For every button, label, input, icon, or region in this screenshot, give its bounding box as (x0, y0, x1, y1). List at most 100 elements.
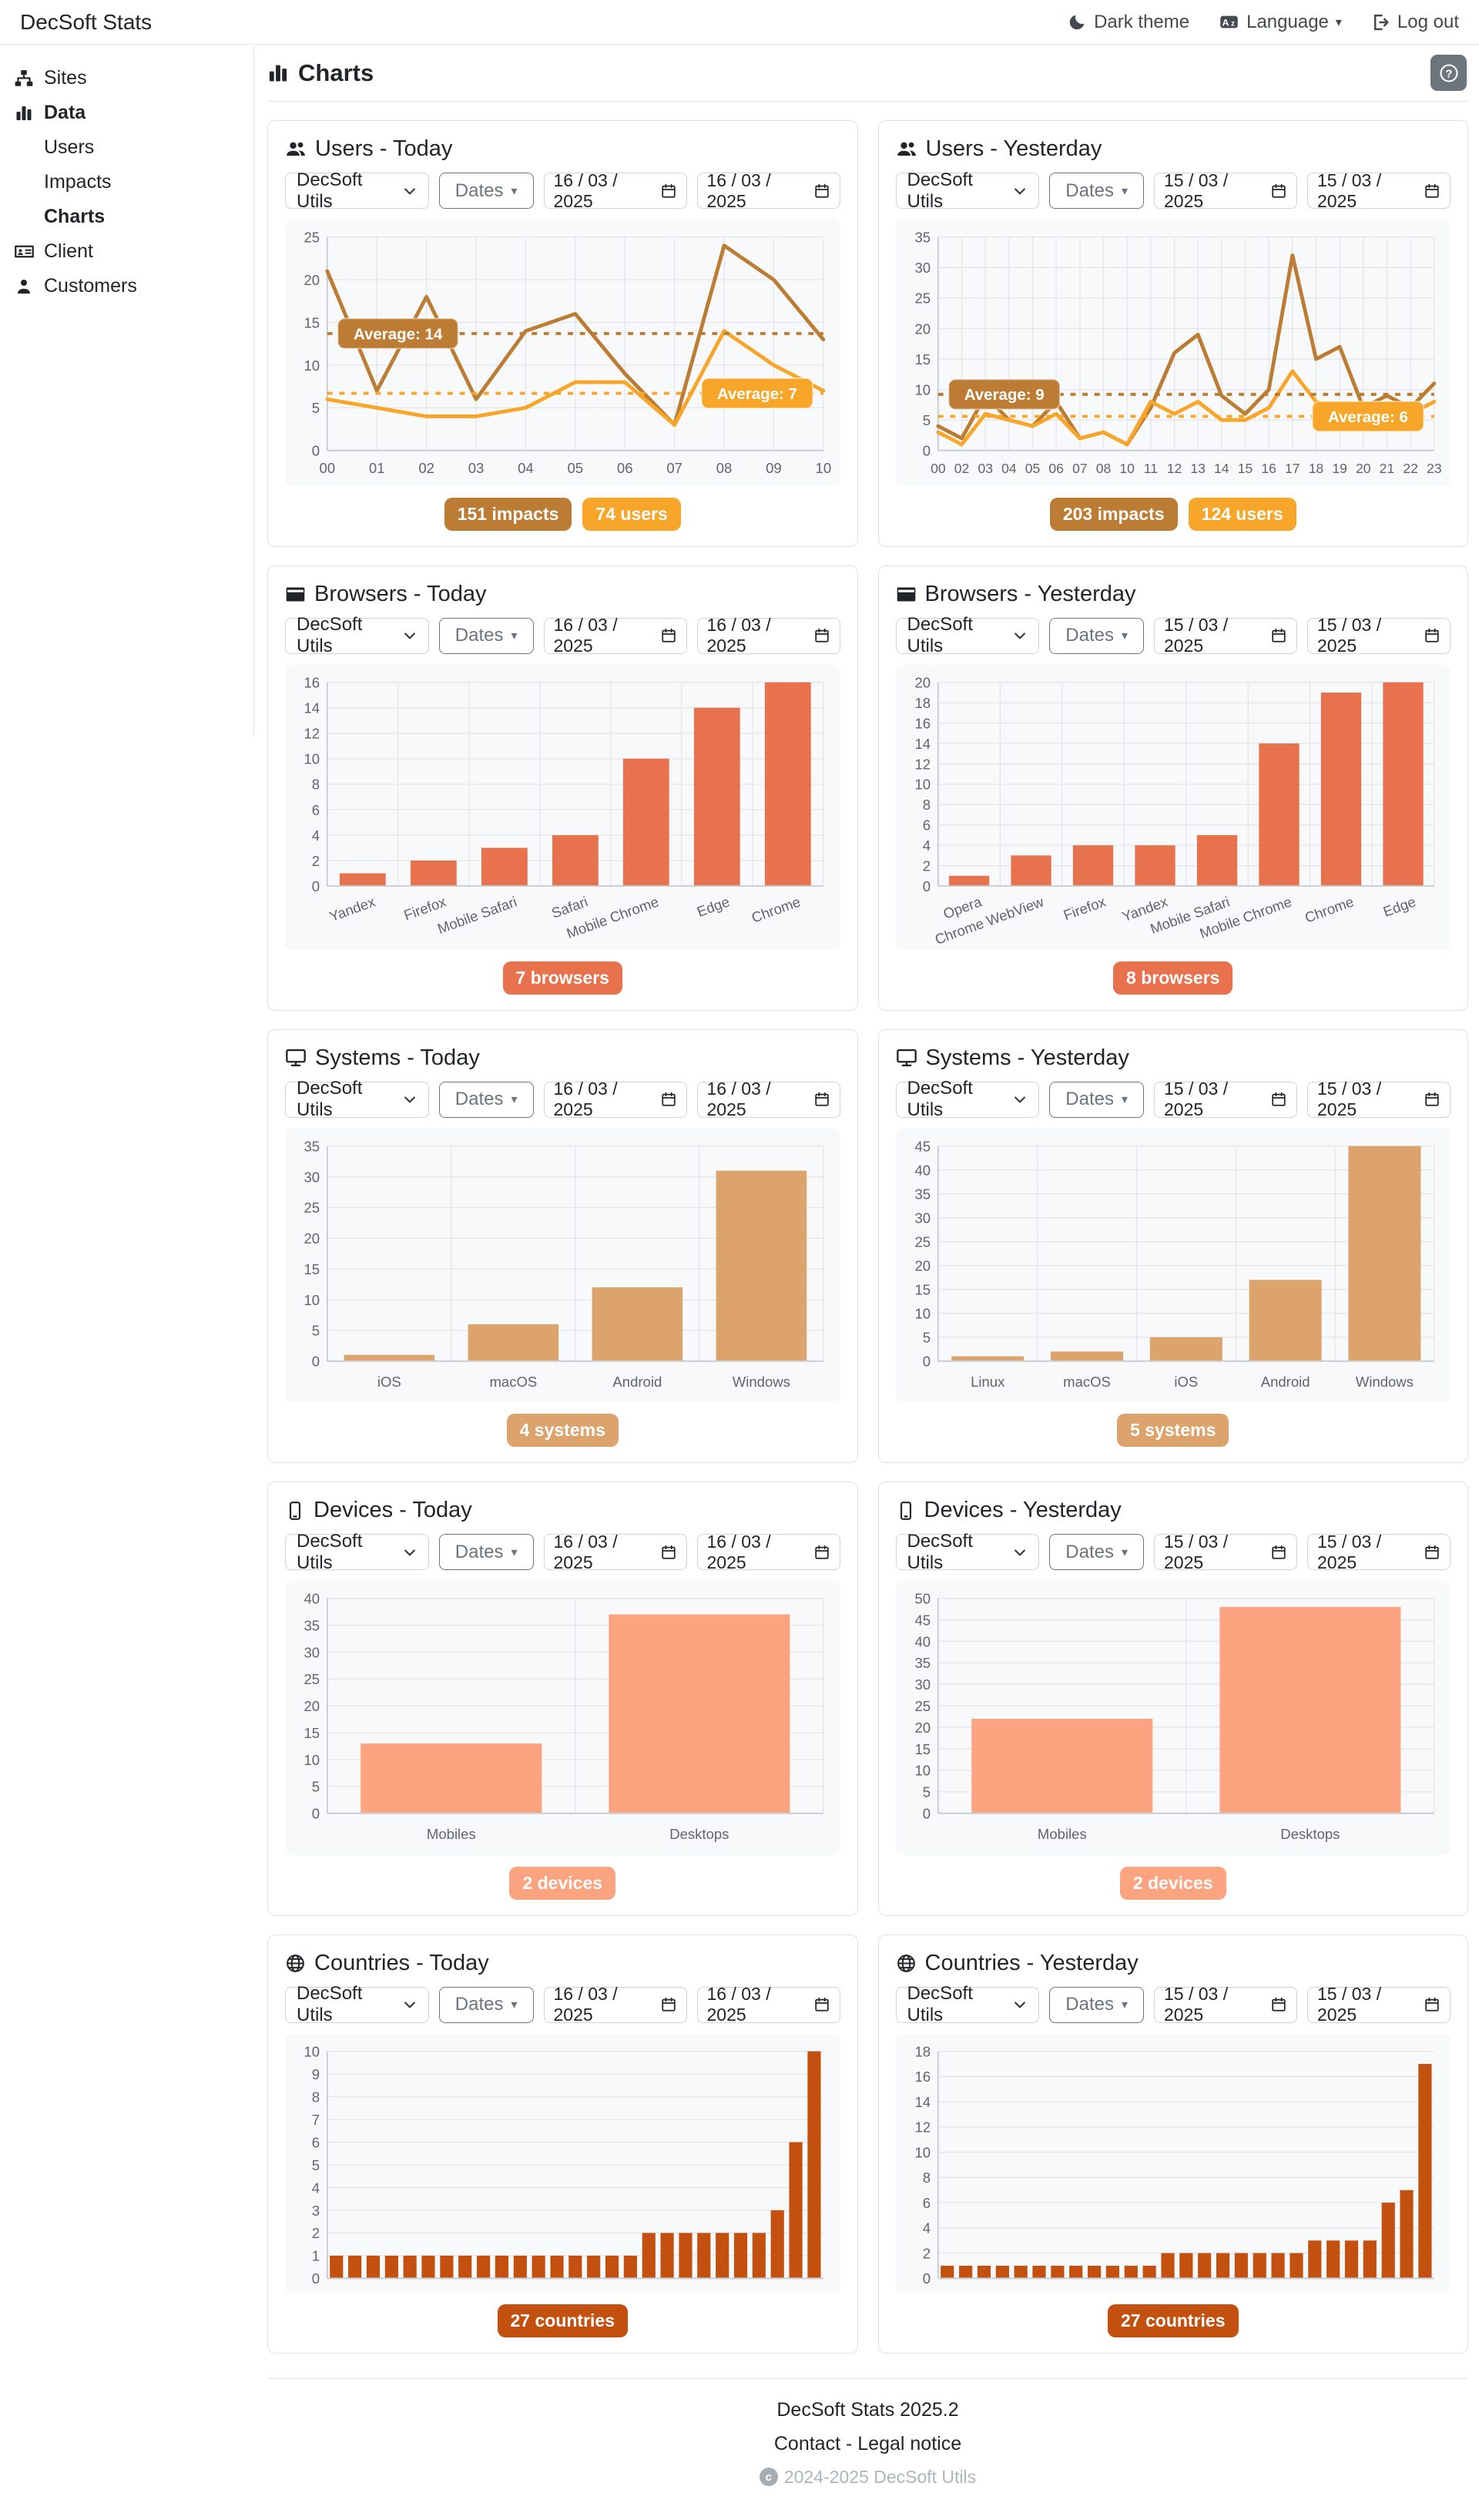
date-from-value: 16 / 03 / 2025 (553, 169, 618, 211)
dates-dropdown-button[interactable]: Dates ▾ (1049, 617, 1144, 654)
site-select[interactable]: DecSoft Utils (895, 1983, 1040, 2025)
svg-text:4: 4 (312, 827, 320, 844)
date-to-input[interactable]: 16 / 03 / 2025 (696, 1079, 840, 1120)
svg-text:25: 25 (914, 290, 931, 307)
date-from-input[interactable]: 15 / 03 / 2025 (1154, 1984, 1297, 2025)
chart-card-title: Browsers - Today (314, 581, 487, 606)
chart-badges: 8 browsers (896, 961, 1451, 995)
sidebar-item-customers[interactable]: Customers (0, 269, 253, 304)
sidebar-item-sites[interactable]: Sites (0, 61, 253, 96)
site-select-value: DecSoft Utils (907, 614, 973, 657)
date-to-input[interactable]: 16 / 03 / 2025 (696, 1532, 840, 1572)
calendar-icon (1270, 1996, 1287, 2013)
dates-dropdown-label: Dates (1065, 1089, 1114, 1110)
date-from-input[interactable]: 16 / 03 / 2025 (543, 1532, 687, 1572)
date-from-input[interactable]: 16 / 03 / 2025 (543, 1984, 687, 2025)
site-select[interactable]: DecSoft Utils (895, 614, 1040, 656)
date-to-input[interactable]: 15 / 03 / 2025 (1307, 1079, 1450, 1119)
chart-canvas[interactable]: 0 5 10 15 20 25 30 35 iOS macOS Android Windows (291, 1136, 834, 1399)
svg-text:Mobiles: Mobiles (427, 1826, 476, 1842)
sidebar-item-users[interactable]: Users (0, 130, 253, 165)
date-to-input[interactable]: 15 / 03 / 2025 (1307, 615, 1450, 656)
metric-badge: 2 devices (509, 1866, 616, 1900)
dates-dropdown-button[interactable]: Dates ▾ (438, 173, 534, 209)
chart-canvas[interactable]: 0 5 10 15 20 25 30 35 40 45 Linux macOS iOS Android Wi… (902, 1136, 1445, 1399)
chart-badges: 2 devices (285, 1866, 840, 1900)
legal-notice-link[interactable]: Legal notice (857, 2432, 962, 2455)
date-to-value: 15 / 03 / 2025 (1317, 615, 1382, 656)
dates-dropdown-button[interactable]: Dates ▾ (1049, 1534, 1144, 1571)
dates-dropdown-button[interactable]: Dates ▾ (1049, 1986, 1144, 2023)
date-to-input[interactable]: 16 / 03 / 2025 (696, 615, 840, 656)
date-from-input[interactable]: 16 / 03 / 2025 (543, 1079, 687, 1119)
svg-text:0: 0 (312, 2270, 320, 2287)
chart-canvas[interactable]: 0 2 4 6 8 10 12 14 16 18 (902, 2041, 1445, 2289)
dates-dropdown-button[interactable]: Dates ▾ (438, 1081, 534, 1118)
svg-text:10: 10 (304, 1752, 320, 1768)
svg-text:14: 14 (1214, 461, 1229, 476)
date-from-input[interactable]: 15 / 03 / 2025 (1154, 1079, 1297, 1119)
svg-text:07: 07 (666, 460, 682, 476)
chart-card: Devices - Today DecSoft Utils Dates ▾ 16… (267, 1481, 858, 1916)
chart-canvas[interactable]: 0 1 2 3 4 5 6 7 8 9 10 (291, 2041, 834, 2289)
date-to-input[interactable]: 15 / 03 / 2025 (1307, 1984, 1450, 2025)
date-to-input[interactable]: 15 / 03 / 2025 (1307, 169, 1450, 211)
sidebar-item-impacts[interactable]: Impacts (0, 165, 253, 200)
sidebar-item-label: Impacts (44, 171, 112, 193)
site-select-value: DecSoft Utils (907, 1078, 973, 1121)
date-from-input[interactable]: 15 / 03 / 2025 (1154, 170, 1297, 211)
site-select[interactable]: DecSoft Utils (285, 1983, 429, 2025)
dates-dropdown-button[interactable]: Dates ▾ (1049, 173, 1144, 209)
sitemap-icon (12, 69, 35, 89)
sidebar-item-client[interactable]: Client (0, 234, 253, 269)
date-to-input[interactable]: 16 / 03 / 2025 (696, 170, 840, 211)
chart-card: Systems - Today DecSoft Utils Dates ▾ 16… (267, 1028, 858, 1464)
chart-panel: 0 1 2 3 4 5 6 7 8 9 10 (285, 2033, 840, 2293)
svg-text:13: 13 (1190, 461, 1206, 476)
phone-icon (285, 1501, 305, 1521)
date-to-value: 15 / 03 / 2025 (1317, 169, 1382, 211)
svg-text:23: 23 (1427, 461, 1442, 476)
dates-dropdown-button[interactable]: Dates ▾ (438, 617, 534, 654)
site-select[interactable]: DecSoft Utils (285, 614, 429, 656)
date-from-input[interactable]: 15 / 03 / 2025 (1154, 1532, 1297, 1572)
site-select[interactable]: DecSoft Utils (895, 1078, 1040, 1120)
app-brand[interactable]: DecSoft Stats (20, 9, 153, 34)
site-select[interactable]: DecSoft Utils (895, 1531, 1040, 1573)
help-button[interactable]: ? (1430, 55, 1467, 91)
dates-dropdown-button[interactable]: Dates ▾ (438, 1534, 534, 1571)
svg-text:03: 03 (468, 460, 485, 476)
chart-card-title: Systems - Yesterday (925, 1045, 1129, 1070)
chart-card-title: Countries - Yesterday (924, 1950, 1139, 1975)
date-from-input[interactable]: 16 / 03 / 2025 (543, 615, 687, 656)
svg-text:35: 35 (914, 1656, 931, 1672)
date-to-input[interactable]: 15 / 03 / 2025 (1307, 1532, 1450, 1572)
chart-panel: 0 2 4 6 8 10 12 14 16 18 20 Opera Chrome WebView Fire… (895, 664, 1450, 950)
dark-theme-toggle[interactable]: Dark theme (1068, 12, 1189, 33)
calendar-icon (1424, 1091, 1440, 1108)
sidebar-item-charts[interactable]: Charts (0, 200, 253, 234)
contact-link[interactable]: Contact (773, 2432, 841, 2455)
site-select[interactable]: DecSoft Utils (285, 1531, 429, 1573)
dates-dropdown-button[interactable]: Dates ▾ (438, 1986, 534, 2023)
date-to-value: 16 / 03 / 2025 (706, 1079, 771, 1120)
date-to-input[interactable]: 16 / 03 / 2025 (696, 1984, 840, 2025)
date-from-input[interactable]: 15 / 03 / 2025 (1154, 615, 1297, 656)
svg-text:4: 4 (922, 837, 930, 854)
chart-canvas[interactable]: 0 5 10 15 20 25 30 35 40 45 50 Mobiles Desktops (902, 1588, 1445, 1851)
chart-canvas[interactable]: 0 5 10 15 20 25 30 35 40 Mobiles Desktops (291, 1588, 834, 1851)
date-from-input[interactable]: 16 / 03 / 2025 (543, 169, 687, 211)
site-select[interactable]: DecSoft Utils (285, 1078, 429, 1120)
site-select[interactable]: DecSoft Utils (285, 169, 429, 212)
sidebar-item-data[interactable]: Data (0, 96, 253, 130)
dates-dropdown-button[interactable]: Dates ▾ (1049, 1081, 1144, 1118)
site-select[interactable]: DecSoft Utils (895, 169, 1040, 212)
logout-button[interactable]: Log out (1371, 12, 1459, 33)
dates-dropdown-label: Dates (454, 625, 504, 646)
